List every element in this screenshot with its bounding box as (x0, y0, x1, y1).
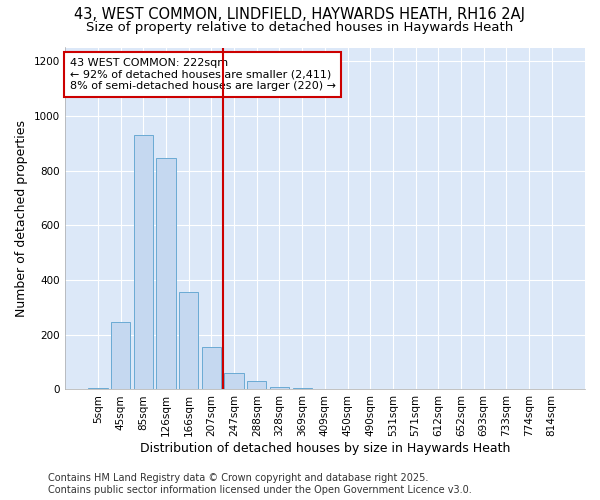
Bar (88, 388, 107, 390)
Bar (247, 382, 266, 390)
Bar (202, 346, 221, 390)
Bar (315, 389, 334, 390)
Bar (134, 135, 153, 390)
Y-axis label: Number of detached properties: Number of detached properties (15, 120, 28, 317)
Bar (157, 158, 176, 390)
Text: 43, WEST COMMON, LINDFIELD, HAYWARDS HEATH, RH16 2AJ: 43, WEST COMMON, LINDFIELD, HAYWARDS HEA… (74, 8, 526, 22)
Bar (293, 388, 312, 390)
Text: Contains HM Land Registry data © Crown copyright and database right 2025.
Contai: Contains HM Land Registry data © Crown c… (48, 474, 472, 495)
Bar (179, 292, 199, 390)
Bar (224, 373, 244, 390)
X-axis label: Distribution of detached houses by size in Haywards Heath: Distribution of detached houses by size … (140, 442, 510, 455)
Text: Size of property relative to detached houses in Haywards Heath: Size of property relative to detached ho… (86, 21, 514, 34)
Bar (270, 386, 289, 390)
Bar (111, 322, 130, 390)
Text: 43 WEST COMMON: 222sqm
← 92% of detached houses are smaller (2,411)
8% of semi-d: 43 WEST COMMON: 222sqm ← 92% of detached… (70, 58, 336, 91)
